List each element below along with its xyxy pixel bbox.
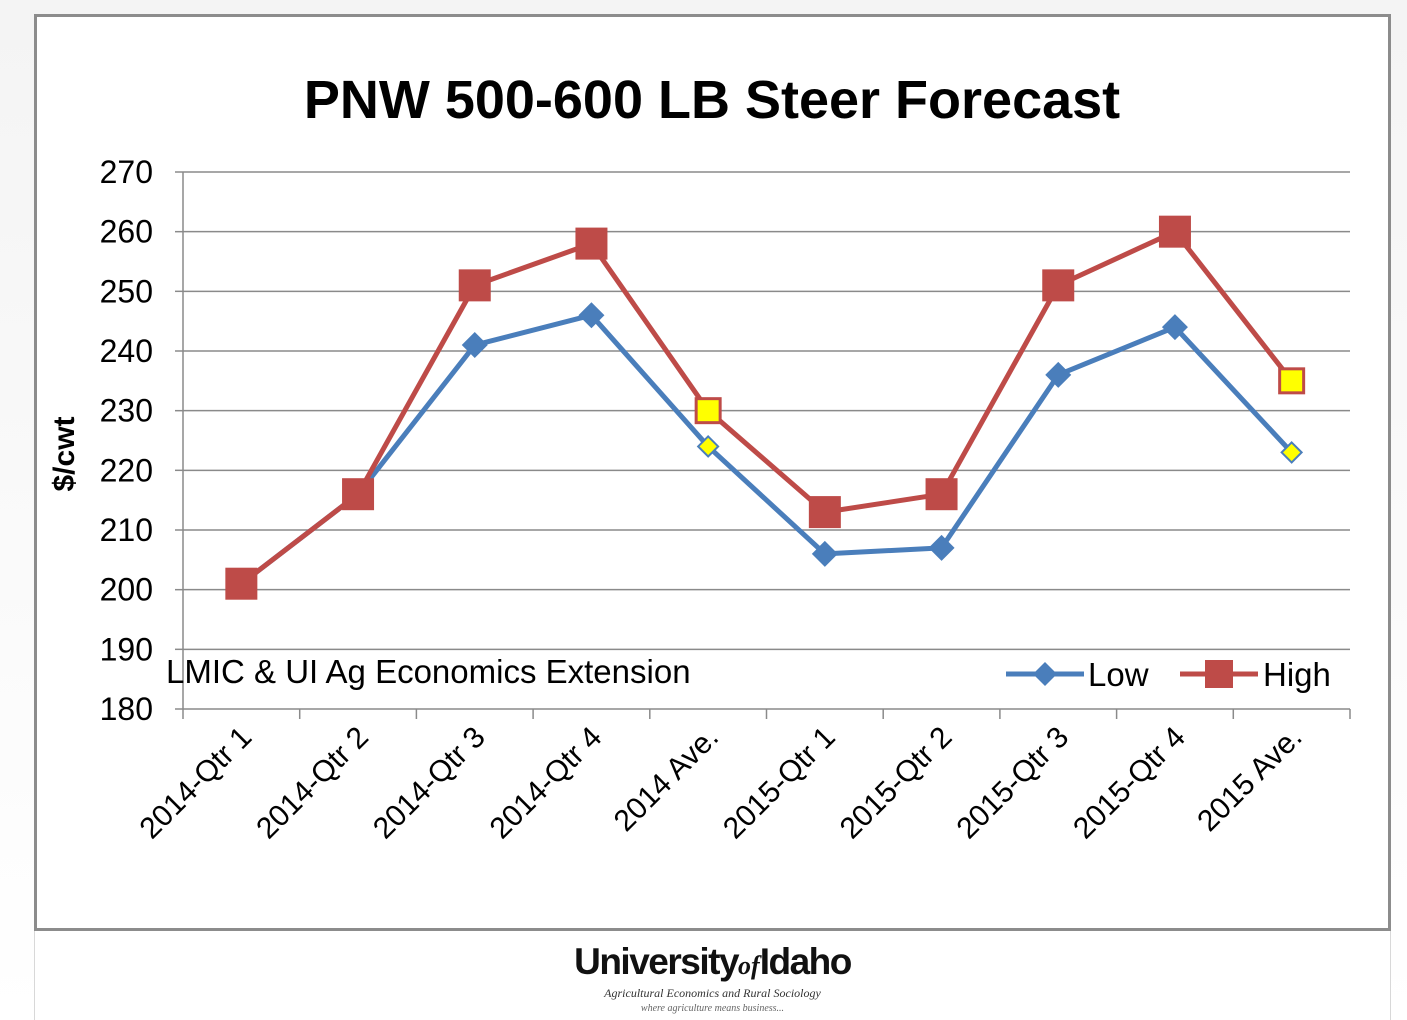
legend: Low High: [1006, 656, 1331, 693]
y-tick-label: 200: [100, 572, 153, 608]
data-point-low: [1161, 314, 1188, 341]
series-markers: [225, 215, 1306, 600]
university-logo: UniversityofIdaho: [35, 941, 1390, 983]
series-line-low: [239, 312, 1294, 586]
y-tick-label: 210: [100, 512, 153, 548]
tagline: where agriculture means business...: [640, 1003, 785, 1014]
data-point-high: [1158, 215, 1191, 248]
data-point-high: [575, 227, 608, 260]
logo-university-text: University: [574, 941, 739, 982]
y-tick-label: 260: [100, 214, 153, 250]
y-axis-label: $/cwt: [48, 416, 81, 491]
data-point-low: [1280, 441, 1304, 464]
y-tick-label: 240: [100, 333, 153, 369]
data-point-low: [1045, 361, 1072, 388]
footer: UniversityofIdaho Agricultural Economics…: [34, 931, 1391, 1020]
data-point-low: [696, 435, 720, 458]
line-chart: PNW 500-600 LB Steer Forecast 180 190 200 2…: [48, 70, 1351, 846]
chart-title: PNW 500-600 LB Steer Forecast: [304, 70, 1120, 130]
x-tick-label: 2015 Ave.: [1191, 721, 1308, 838]
x-tick-label: 2014-Qtr 4: [484, 721, 609, 846]
x-tick-label: 2015-Qtr 2: [834, 721, 959, 846]
data-point-high: [808, 496, 841, 529]
chart-frame: [34, 14, 1391, 931]
department-name: Agricultural Economics and Rural Sociolo…: [604, 986, 821, 1000]
y-tick-label: 180: [100, 691, 153, 727]
legend-high-label: High: [1263, 656, 1331, 693]
y-tick-label: 220: [100, 452, 153, 488]
data-point-high: [1278, 367, 1306, 395]
data-point-high: [1042, 269, 1075, 302]
data-point-low: [928, 534, 955, 561]
data-point-high: [925, 478, 958, 511]
y-tick-label: 270: [100, 154, 153, 190]
gridlines: [183, 171, 1350, 651]
x-tick-label: 2014-Qtr 3: [367, 721, 492, 846]
data-point-high: [342, 478, 375, 511]
x-tick-label: 2014 Ave.: [608, 721, 725, 838]
series-line-high: [239, 229, 1294, 586]
data-point-low: [461, 332, 488, 359]
source-annotation: LMIC & UI Ag Economics Extension: [166, 653, 691, 690]
x-tick-label: 2015-Qtr 4: [1067, 721, 1192, 846]
x-tick-label: 2014-Qtr 1: [134, 721, 259, 846]
y-tick-label: 190: [100, 631, 153, 667]
y-tick-label: 250: [100, 273, 153, 309]
x-tick-label: 2014-Qtr 2: [250, 721, 375, 846]
legend-high-marker: [1205, 660, 1233, 688]
y-tick-label: 230: [100, 393, 153, 429]
logo-idaho-text: Idaho: [759, 941, 853, 982]
x-tick-label: 2015-Qtr 3: [950, 721, 1075, 846]
axes: 180 190 200 210 220 230 240 250 260 270 2014-Qtr 1…: [100, 154, 1351, 846]
legend-low-label: Low: [1088, 656, 1149, 693]
logo-of-text: of: [738, 951, 760, 980]
series-lines: [239, 229, 1294, 586]
data-point-high: [458, 269, 491, 302]
x-tick-label: 2015-Qtr 1: [717, 721, 842, 846]
data-point-low: [811, 540, 838, 567]
data-point-high: [225, 567, 258, 600]
data-point-low: [578, 302, 605, 329]
legend-low-marker: [1033, 662, 1057, 686]
data-point-high: [694, 397, 722, 425]
